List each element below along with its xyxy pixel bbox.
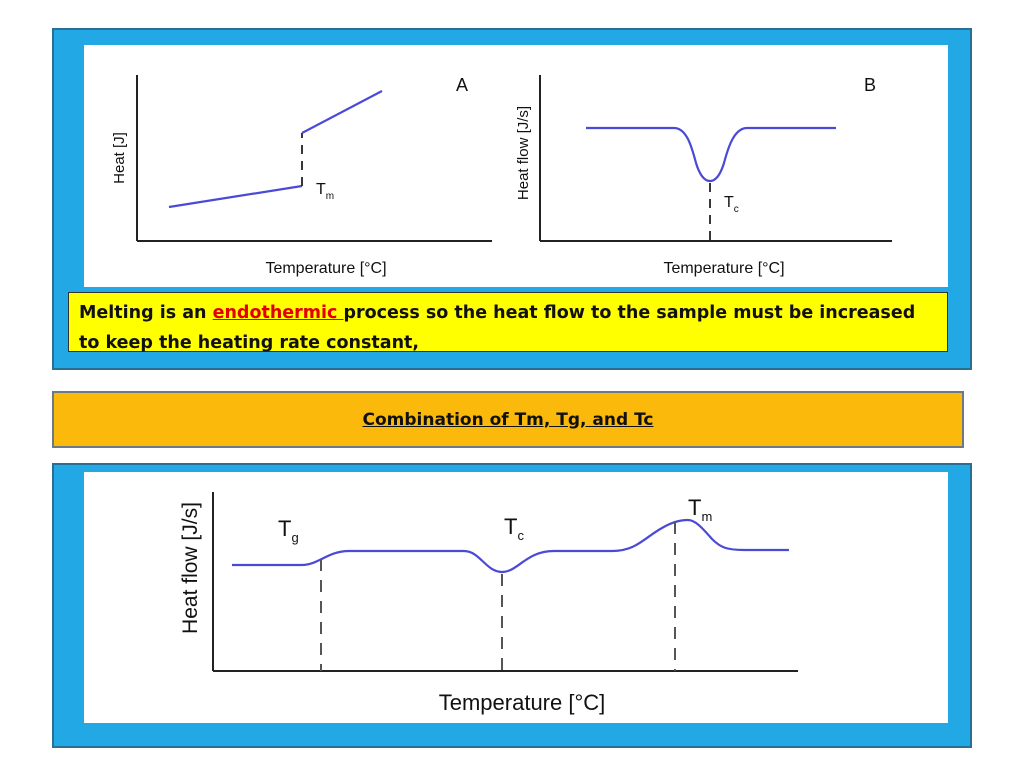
chart-a-curve-low <box>168 184 303 209</box>
bottom-curve <box>232 518 789 574</box>
note-highlight-endothermic: endothermic <box>212 303 344 323</box>
chart-b-xlabel: Temperature [°C] <box>663 260 784 277</box>
melting-note: Melting is an endothermic process so the… <box>68 292 948 353</box>
top-charts-svg: A Heat [J] Temperature [°C] Tm B Heat fl… <box>111 75 892 277</box>
bottom-xlabel: Temperature [°C] <box>439 690 606 715</box>
chart-a: A Heat [J] Temperature [°C] Tm <box>111 75 492 277</box>
chart-a-tm-label: Tm <box>316 181 334 202</box>
bottom-ylabel: Heat flow [J/s] <box>179 502 202 634</box>
chart-b-tc-label: Tc <box>724 194 739 215</box>
chart-b-ylabel: Heat flow [J/s] <box>515 106 532 200</box>
bottom-chart-svg: Heat flow [J/s] Temperature [°C] Tg Tc T… <box>179 492 798 715</box>
chart-b-label: B <box>864 75 876 95</box>
chart-a-xlabel: Temperature [°C] <box>265 260 386 277</box>
top-charts-area: A Heat [J] Temperature [°C] Tm B Heat fl… <box>84 45 948 287</box>
chart-b-curve <box>586 126 836 183</box>
bottom-tc-label: Tc <box>504 514 524 543</box>
combination-banner: Combination of Tm, Tg, and Tc <box>52 391 964 448</box>
bottom-chart-area: Heat flow [J/s] Temperature [°C] Tg Tc T… <box>84 472 948 723</box>
chart-a-curve-high <box>301 90 383 134</box>
chart-a-ylabel: Heat [J] <box>111 132 128 184</box>
chart-a-label: A <box>456 75 468 95</box>
bottom-tg-label: Tg <box>278 516 299 545</box>
note-text-after: process so the heat flow to the sample m… <box>79 303 916 353</box>
banner-title: Combination of Tm, Tg, and Tc <box>362 409 654 430</box>
bottom-tm-label: Tm <box>688 495 712 524</box>
chart-b: B Heat flow [J/s] Temperature [°C] Tc <box>515 75 892 277</box>
note-text-before: Melting is an <box>79 303 213 323</box>
